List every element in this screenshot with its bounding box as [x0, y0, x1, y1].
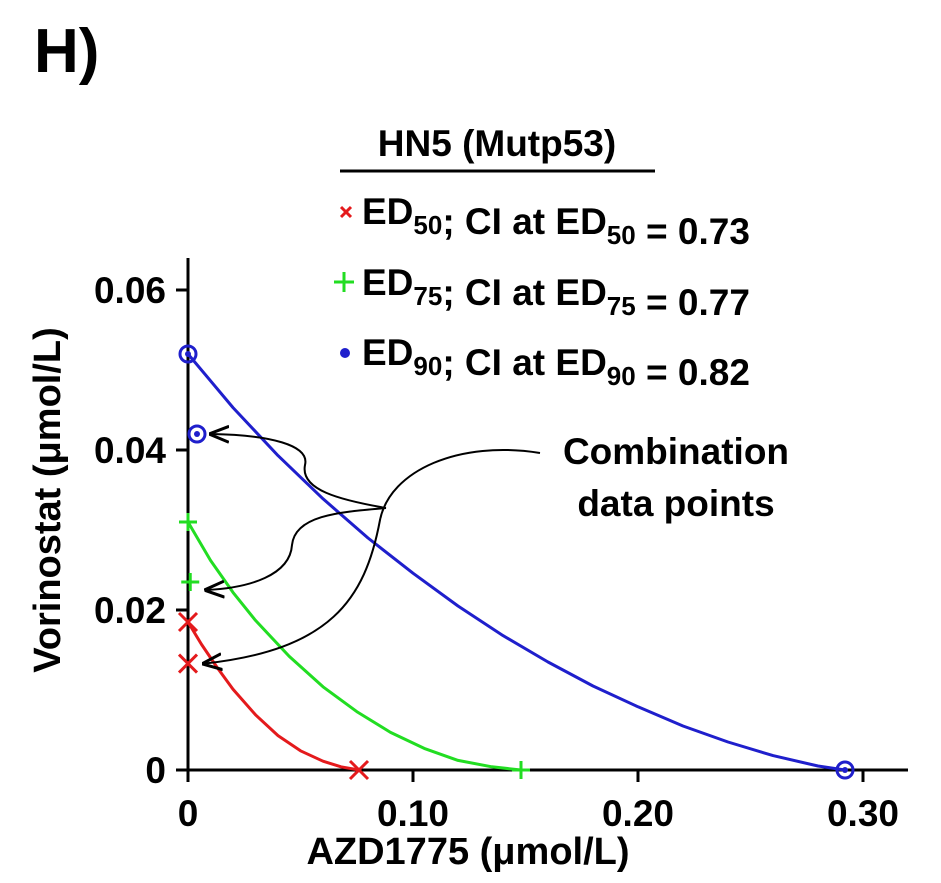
series-ed75-combination-point	[181, 573, 200, 591]
series-ed90-endpoint-x	[835, 760, 855, 780]
annotation-line-1: Combination	[563, 431, 789, 472]
arrow-to-ed90-combination	[211, 434, 387, 509]
chart-title: HN5 (Mutp53)	[378, 123, 616, 164]
marker-ring	[187, 424, 207, 444]
legend-text: ED	[362, 191, 413, 232]
legend-label: ED90; CI at ED90 = 0.82	[362, 332, 750, 393]
legend-text: = 0.82	[636, 352, 750, 393]
series-ed50-endpoint-y	[177, 611, 199, 633]
marker-dot	[185, 351, 191, 357]
marker-dot	[194, 431, 200, 437]
legend-subscript: 50	[413, 210, 442, 240]
legend-text: ED	[362, 262, 413, 303]
marker-ring	[835, 760, 855, 780]
legend-subscript: 90	[607, 361, 636, 391]
marker-stroke	[177, 611, 199, 633]
legend-subscript: 90	[413, 351, 442, 381]
marker-stroke	[339, 205, 353, 219]
y-axis-title: Vorinostat (μmol/L)	[27, 327, 69, 673]
series-line-ed75	[186, 521, 522, 772]
legend-label: ED75; CI at ED75 = 0.77	[362, 262, 750, 323]
legend-text: ; CI at ED	[442, 201, 606, 242]
y-tick-label: 0.04	[94, 430, 166, 471]
legend-subscript: 75	[413, 281, 442, 311]
y-tick-label: 0	[145, 750, 166, 791]
arrow-to-ed50-combination	[204, 449, 541, 664]
marker-stroke	[348, 759, 370, 781]
legend-item-ed75: ED75; CI at ED75 = 0.77	[334, 262, 750, 323]
legend-text: ; CI at ED	[442, 342, 606, 383]
series-ed50-endpoint-x	[348, 759, 370, 781]
legend-label: ED50; CI at ED50 = 0.73	[362, 191, 750, 252]
legend-text: ED	[362, 332, 413, 373]
x-tick-label: 0.20	[602, 793, 674, 834]
x-tick-label: 0.10	[377, 793, 449, 834]
legend-marker	[339, 205, 353, 219]
legend-item-ed50: ED50; CI at ED50 = 0.73	[339, 191, 750, 252]
y-tick-label: 0.02	[94, 590, 166, 631]
series-line-ed90	[186, 353, 846, 772]
series-ed75-endpoint-x	[512, 761, 530, 779]
x-axis-title: AZD1775 (μmol/L)	[306, 831, 629, 873]
legend-subscript: 50	[607, 220, 636, 250]
annotation-arrows	[204, 434, 541, 664]
arrow-to-ed75-combination	[206, 507, 387, 590]
marker-ring	[178, 344, 198, 364]
marker-dot	[842, 767, 848, 773]
panel-label: H)	[34, 17, 99, 86]
legend-text: = 0.73	[636, 211, 750, 252]
axes: 0 0.02 0.04 0.06 0 0.10 0.20 0.30	[94, 258, 908, 834]
series-ed90-endpoint-y	[178, 344, 198, 364]
legend-text: ; CI at ED	[442, 272, 606, 313]
series-ed50-combination-point	[177, 653, 199, 674]
series-ed75-endpoint-y	[179, 513, 197, 531]
legend-subscript: 75	[607, 291, 636, 321]
series-layer	[177, 344, 855, 781]
x-tick-label: 0	[178, 793, 199, 834]
legend-marker	[334, 272, 354, 292]
series-ed90-combination-point	[187, 424, 207, 444]
marker-stroke	[177, 653, 199, 674]
legend-marker	[340, 348, 350, 358]
annotation-line-2: data points	[577, 483, 774, 524]
legend-item-ed90: ED90; CI at ED90 = 0.82	[340, 332, 750, 393]
legend-text: = 0.77	[636, 282, 750, 323]
x-tick-label: 0.30	[827, 793, 899, 834]
y-tick-label: 0.06	[94, 270, 166, 311]
